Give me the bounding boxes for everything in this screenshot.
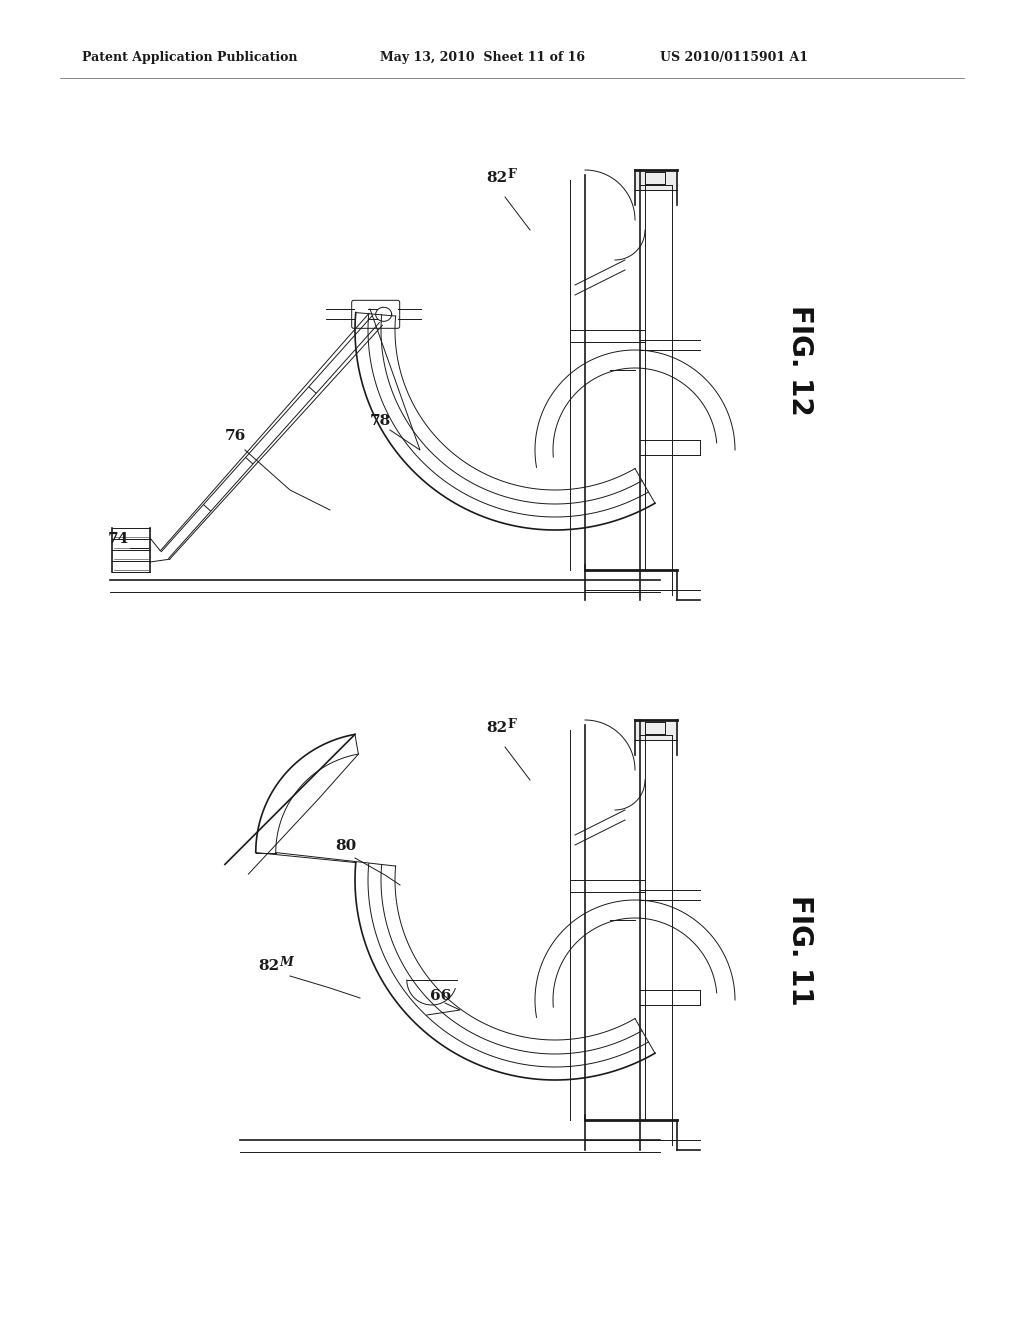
Text: F: F <box>507 718 516 731</box>
Text: 76: 76 <box>225 429 246 444</box>
Text: US 2010/0115901 A1: US 2010/0115901 A1 <box>660 51 808 65</box>
Text: M: M <box>279 956 293 969</box>
Text: 66: 66 <box>430 989 452 1003</box>
Text: 78: 78 <box>370 414 391 428</box>
Polygon shape <box>635 170 677 190</box>
Text: May 13, 2010  Sheet 11 of 16: May 13, 2010 Sheet 11 of 16 <box>380 51 585 65</box>
Text: F: F <box>507 168 516 181</box>
Text: 82: 82 <box>486 721 507 735</box>
Text: 80: 80 <box>335 840 356 853</box>
Text: Patent Application Publication: Patent Application Publication <box>82 51 298 65</box>
Text: FIG. 12: FIG. 12 <box>786 305 814 416</box>
Text: 74: 74 <box>108 532 129 546</box>
Text: 82: 82 <box>258 960 280 973</box>
Polygon shape <box>635 719 677 741</box>
Text: FIG. 11: FIG. 11 <box>786 895 814 1006</box>
Text: 82: 82 <box>486 172 507 185</box>
